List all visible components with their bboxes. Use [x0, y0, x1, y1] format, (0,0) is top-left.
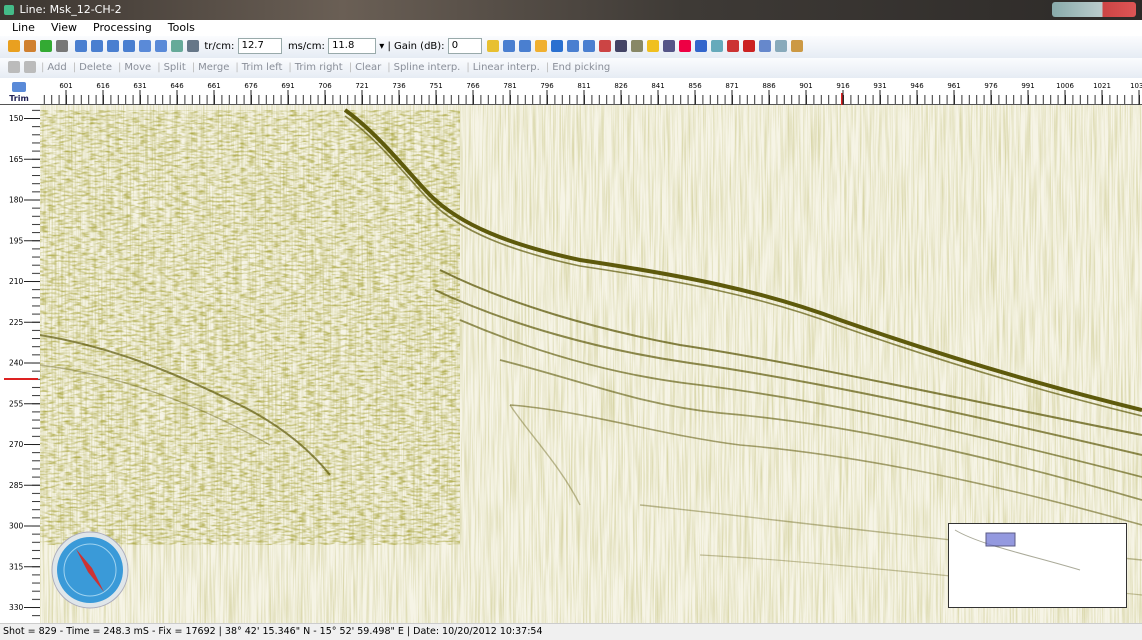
- trace-tick-label: 676: [244, 82, 258, 90]
- trace-tick-label: 916: [836, 82, 850, 90]
- tr-cm-input[interactable]: 12.7: [238, 38, 282, 54]
- trace-tick-label: 601: [59, 82, 72, 90]
- tool-button[interactable]: Add: [47, 62, 66, 73]
- time-ruler: 150 165 180 195 210 225 240 255 270 285 300 315 330: [0, 105, 41, 623]
- separator: |: [157, 62, 160, 73]
- tool-button[interactable]: Spline interp.: [394, 62, 461, 73]
- tool-button[interactable]: Merge: [198, 62, 229, 73]
- trace-tick-label: 736: [392, 82, 406, 90]
- window-title: Line: Msk_12-CH-2: [20, 3, 122, 16]
- gain-label: Gain (dB):: [394, 41, 445, 52]
- tr-cm-label: tr/cm:: [204, 41, 234, 52]
- time-tick-label: 210: [9, 277, 24, 286]
- status-text: Shot = 829 - Time = 248.3 mS - Fix = 176…: [3, 626, 543, 637]
- time-tick-label: 150: [9, 114, 24, 123]
- trace-tick-label: 991: [1021, 82, 1034, 90]
- separator: |: [387, 62, 390, 73]
- time-tick-label: 165: [9, 155, 24, 164]
- separator: |: [349, 62, 352, 73]
- tool-button[interactable]: Linear interp.: [473, 62, 540, 73]
- time-tick-label: 315: [9, 562, 24, 571]
- trace-tick-label: 661: [207, 82, 220, 90]
- ms-cm-label: ms/cm:: [288, 41, 325, 52]
- trace-tick-label: 931: [873, 82, 886, 90]
- trace-tick-label: 961: [947, 82, 960, 90]
- tool-button[interactable]: Clear: [355, 62, 381, 73]
- trace-tick-label: 811: [577, 82, 590, 90]
- time-tick-label: 255: [9, 399, 24, 408]
- trace-tick-label: 871: [725, 82, 738, 90]
- time-tick-label: 180: [9, 196, 24, 205]
- trace-tick-label: 616: [96, 82, 110, 90]
- trace-tick-label: 841: [651, 82, 664, 90]
- tool-button[interactable]: End picking: [552, 62, 610, 73]
- menu-item[interactable]: Tools: [168, 21, 195, 34]
- tool-button[interactable]: Trim right: [295, 62, 343, 73]
- window-controls[interactable]: [1052, 2, 1136, 17]
- separator: |: [118, 62, 121, 73]
- compass[interactable]: [52, 532, 128, 608]
- trace-tick-label: 976: [984, 82, 998, 90]
- tool-button[interactable]: Trim left: [242, 62, 283, 73]
- menu-bar: Line View Processing Tools: [0, 20, 1142, 36]
- trace-ruler-graphic: Trim 601 616 631 646 661 676 691 706 721 736 751 76…: [0, 78, 1142, 105]
- ms-cm-input[interactable]: 11.8: [328, 38, 376, 54]
- time-tick-label: 300: [9, 522, 24, 531]
- trace-tick-label: 901: [799, 82, 812, 90]
- menu-item[interactable]: Processing: [93, 21, 152, 34]
- menu-item[interactable]: Line: [12, 21, 35, 34]
- time-tick-label: 285: [9, 481, 24, 490]
- status-bar: Shot = 829 - Time = 248.3 mS - Fix = 176…: [0, 623, 1142, 640]
- tool-button[interactable]: Move: [124, 62, 151, 73]
- trace-tick-label: 766: [466, 82, 480, 90]
- seismic-image: [40, 105, 1142, 623]
- trim-label[interactable]: Trim: [9, 94, 29, 103]
- trace-tick-label: 946: [910, 82, 924, 90]
- gain-input[interactable]: 0: [448, 38, 482, 54]
- trace-tick-label: 1036: [1130, 82, 1142, 90]
- trace-tick-label: 1021: [1093, 82, 1111, 90]
- time-tick-label: 225: [9, 318, 24, 327]
- trace-tick-label: 826: [614, 82, 628, 90]
- trace-tick-label: 856: [688, 82, 702, 90]
- separator: |: [466, 62, 469, 73]
- separator: |: [192, 62, 195, 73]
- trace-tick-label: 781: [503, 82, 516, 90]
- separator: |: [41, 62, 44, 73]
- picking-toolbar: |Add|Delete|Move|Split|Merge|Trim left|T…: [0, 58, 1142, 79]
- trace-tick-label: 691: [281, 82, 294, 90]
- overview-minimap[interactable]: [949, 524, 1127, 608]
- time-tick-label: 270: [9, 440, 24, 449]
- trace-tick-label: 646: [170, 82, 184, 90]
- seismic-section[interactable]: [40, 105, 1142, 623]
- time-ruler-graphic: 150 165 180 195 210 225 240 255 270 285 300 315 330: [0, 105, 40, 623]
- trace-ruler: Trim 601 616 631 646 661 676 691 706 721 736 751 76…: [0, 78, 1142, 106]
- separator: |: [288, 62, 291, 73]
- time-tick-label: 195: [9, 236, 24, 245]
- separator: |: [73, 62, 76, 73]
- trace-tick-label: 631: [133, 82, 146, 90]
- app: Line: Msk_12-CH-2 Line View Processing Tool…: [0, 0, 1142, 639]
- tool-button[interactable]: Split: [164, 62, 186, 73]
- separator: |: [235, 62, 238, 73]
- menu-item[interactable]: View: [51, 21, 77, 34]
- trace-tick-label: 796: [540, 82, 554, 90]
- tool-button[interactable]: Delete: [79, 62, 112, 73]
- toolbar: tr/cm: 12.7 ms/cm: 11.8 ▾ | Gain (dB): 0: [0, 36, 1142, 59]
- trace-tick-label: 1006: [1056, 82, 1074, 90]
- time-tick-label: 240: [9, 359, 24, 368]
- trace-tick-label: 886: [762, 82, 776, 90]
- trace-tick-label: 706: [318, 82, 332, 90]
- trace-tick-label: 721: [355, 82, 368, 90]
- separator: |: [546, 62, 549, 73]
- title-bar: Line: Msk_12-CH-2: [0, 0, 1142, 20]
- time-tick-label: 330: [9, 603, 24, 612]
- trace-tick-label: 751: [429, 82, 442, 90]
